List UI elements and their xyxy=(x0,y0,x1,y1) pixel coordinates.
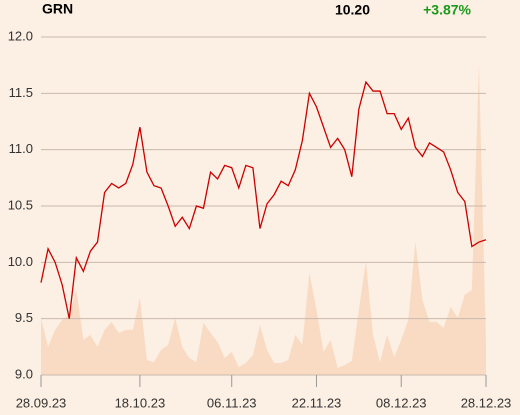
y-tick-label: 10.5 xyxy=(8,197,33,212)
volume-area xyxy=(41,64,486,375)
x-tick-label: 18.10.23 xyxy=(115,395,166,410)
y-tick-label: 11.5 xyxy=(9,85,33,100)
x-tick-label: 06.11.23 xyxy=(207,395,257,410)
y-tick-label: 10.0 xyxy=(8,254,33,269)
y-tick-label: 9.0 xyxy=(15,366,33,381)
x-tick-label: 28.09.23 xyxy=(16,395,67,410)
y-tick-label: 12.0 xyxy=(8,28,33,43)
y-tick-label: 9.5 xyxy=(15,310,33,325)
symbol: GRN xyxy=(42,1,73,17)
price-line xyxy=(40,80,487,319)
x-tick-label: 22.11.23 xyxy=(292,395,342,410)
last-price: 10.20 xyxy=(335,2,370,18)
x-tick-label: 28.12.23 xyxy=(461,395,512,410)
x-tick-label: 08.12.23 xyxy=(376,395,427,410)
change: +3.87% xyxy=(423,2,471,18)
y-tick-label: 11.0 xyxy=(9,141,33,156)
